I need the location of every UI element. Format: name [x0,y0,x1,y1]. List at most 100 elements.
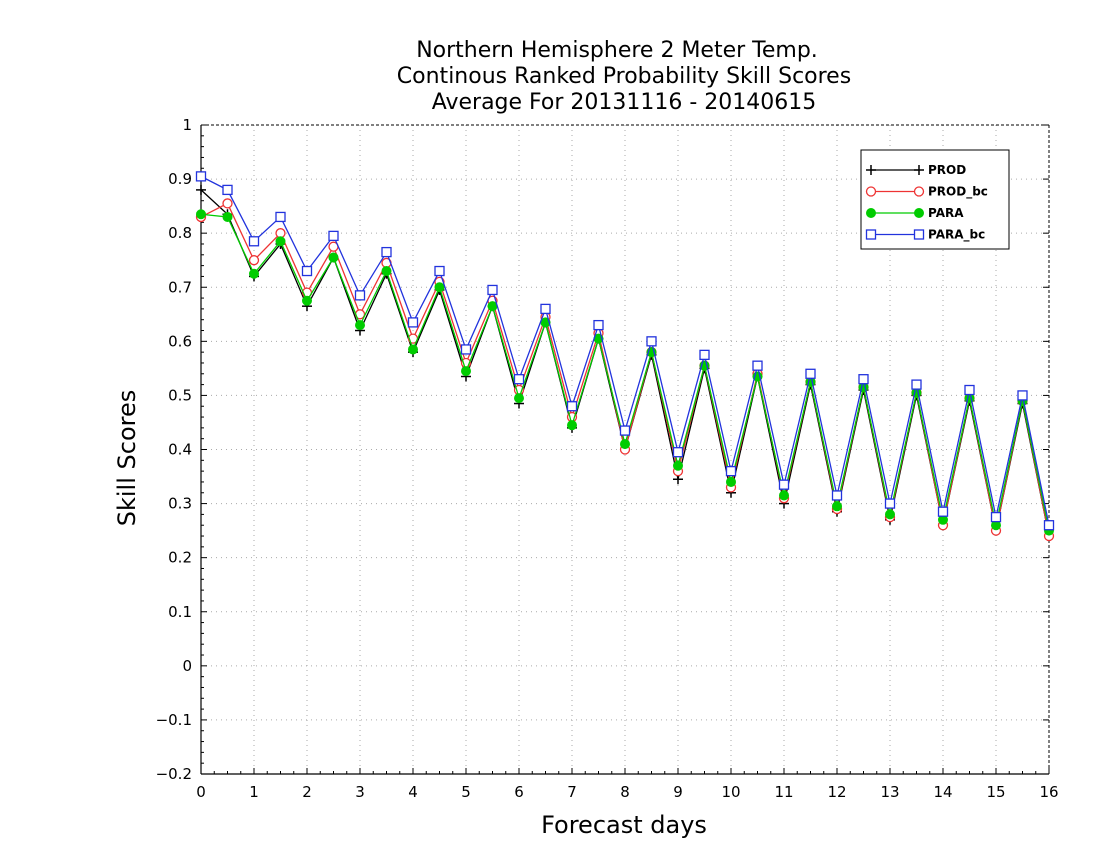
y-tick-label: 0.7 [168,278,192,296]
legend-entry-para-bc: PARA_bc [865,228,985,243]
series-para-bc [195,171,1055,531]
data-point-para-bc [884,498,896,509]
legend-marker [914,208,924,218]
y-tick-label: −0.2 [156,765,192,783]
data-point-para [328,252,339,263]
chart-title-line-3: Average For 20131116 - 20140615 [432,90,817,115]
legend-marker [913,186,925,197]
data-point-para-bc [381,246,392,258]
x-tick-label: 3 [355,783,365,801]
data-point-para-bc [460,344,472,355]
legend: PROD PROD_bc PARA PARA_bc [860,149,1010,250]
x-tick-label: 13 [880,783,899,801]
legend-label: PARA_bc [928,228,985,243]
data-point-para-bc [328,230,339,242]
data-point-para [275,236,286,247]
data-point-prod [196,184,206,195]
data-point-para-bc [699,349,710,361]
data-point-para-bc [195,171,207,182]
data-point-para [673,460,683,471]
data-point-para [514,393,524,404]
data-point-para-bc [513,374,525,385]
series-para [196,209,1054,536]
data-point-para [461,366,471,377]
data-series [195,171,1055,542]
data-point-para-bc [593,319,604,331]
legend-label: PARA [928,206,964,220]
data-point-para-bc [752,360,763,371]
data-point-para [885,509,895,520]
x-tick-label: 0 [196,783,206,801]
chart-title-line-1: Northern Hemisphere 2 Meter Temp. [416,38,818,63]
x-tick-label: 8 [620,783,630,801]
data-point-para-bc [354,290,366,301]
data-point-para-bc [248,236,260,247]
data-point-para-bc [222,184,233,196]
data-point-para [434,282,445,293]
data-point-para [620,439,630,450]
x-axis-label: Forecast days [541,811,707,839]
legend-marker [914,165,924,175]
x-tick-label: 11 [774,783,793,801]
chart-title: Northern Hemisphere 2 Meter Temp. Contin… [397,38,851,115]
data-point-para-bc [407,317,419,328]
data-point-para-bc [434,265,445,277]
y-tick-label: 0.1 [168,603,192,621]
data-point-para-bc [646,336,657,347]
legend-box [860,149,1010,250]
legend-marker [913,229,925,240]
data-point-para-bc [1017,390,1028,401]
y-tick-label: 0.6 [168,332,192,350]
data-point-para-bc [487,284,498,296]
data-point-para [381,266,392,277]
data-point-para-bc [911,379,922,390]
x-tick-label: 6 [514,783,524,801]
data-point-para [196,209,206,220]
y-tick-label: −0.1 [156,711,192,729]
x-tick-label: 7 [567,783,577,801]
chart-title-line-2: Continous Ranked Probability Skill Score… [397,64,851,89]
x-tick-label: 15 [986,783,1005,801]
data-point-para [355,320,365,331]
data-point-para-bc [990,511,1002,523]
data-point-para-bc [805,368,816,379]
y-tick-label: 1 [182,116,192,134]
data-point-para [832,501,842,512]
legend-entry-para: PARA [866,206,964,220]
y-tick-label: 0.3 [168,495,192,513]
legend-label: PROD_bc [928,185,988,200]
series-line-prod-bc [200,202,1050,537]
data-point-para-bc [964,384,975,396]
y-axis-label: Skill Scores [113,390,141,527]
data-point-para-bc [778,479,790,490]
y-tick-label: 0.8 [168,224,192,242]
data-point-para-bc [831,490,843,501]
legend-entry-prod-bc: PROD_bc [865,185,988,200]
x-tick-label: 2 [302,783,312,801]
y-tick-label: 0.2 [168,549,192,567]
data-point-para-bc [275,211,286,223]
legend-marker [865,186,877,197]
gridlines [201,125,1049,774]
data-point-para-bc [672,447,684,458]
x-tick-label: 12 [827,783,846,801]
y-axis-ticks: −0.2 −0.1 0 0.1 0.2 0.3 0.4 0.5 0.6 0.7 0.8 0.9 1 [156,116,1049,783]
data-point-para-bc [725,465,737,477]
y-tick-label: 0.9 [168,170,192,188]
data-point-para-bc [619,425,631,436]
data-point-para [487,301,498,312]
y-tick-label: 0 [182,657,192,675]
data-point-para-bc [858,374,869,385]
x-tick-label: 5 [461,783,471,801]
legend-marker [866,208,876,218]
data-point-para-bc [1043,520,1055,531]
data-point-para [779,490,789,501]
data-point-para [249,268,259,279]
data-point-para-bc [540,303,551,315]
data-point-para-bc [301,265,313,277]
legend-marker [865,229,877,240]
x-tick-label: 9 [673,783,683,801]
x-tick-label: 14 [933,783,952,801]
data-point-para [726,476,736,487]
